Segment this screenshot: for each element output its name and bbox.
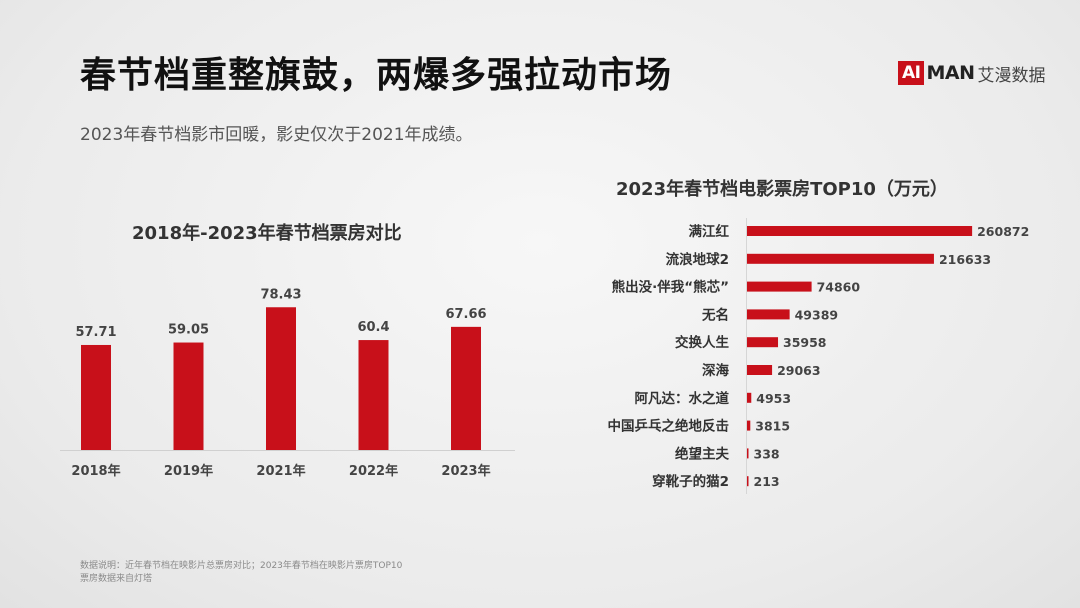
x-tick-label: 2019年: [164, 463, 213, 479]
bar: [747, 281, 812, 292]
data-label: 60.4: [357, 320, 389, 335]
data-label: 216633: [939, 252, 991, 267]
data-label: 59.05: [168, 323, 209, 338]
footnote-line-1: 数据说明：近年春节档在映影片总票房对比；2023年春节档在映影片票房TOP10: [80, 561, 403, 571]
yearly-chart-title: 2018年-2023年春节档票房对比: [132, 223, 402, 244]
data-label: 49389: [795, 307, 839, 322]
category-label: 满江红: [689, 223, 730, 240]
data-footnote: 数据说明：近年春节档在映影片总票房对比；2023年春节档在映影片票房TOP10 …: [80, 560, 500, 586]
bar: [358, 340, 389, 450]
category-label: 无名: [701, 306, 729, 323]
bar: [747, 365, 773, 375]
category-label: 熊出没·伴我“熊芯”: [612, 279, 729, 296]
page-subtitle: 2023年春节档影市回暖，影史仅次于2021年成绩。: [80, 125, 473, 145]
data-label: 74860: [817, 280, 861, 295]
logo-ai: AI: [898, 61, 925, 85]
bar: [173, 342, 204, 450]
x-tick-label: 2022年: [349, 463, 398, 479]
data-label: 57.71: [75, 325, 116, 340]
category-label: 流浪地球2: [666, 251, 729, 268]
brand-logo: AI MAN 艾漫数据: [898, 60, 1046, 86]
category-label: 阿凡达：水之道: [635, 390, 730, 407]
logo-cn: 艾漫数据: [977, 65, 1046, 86]
bar: [747, 226, 973, 236]
x-tick-label: 2023年: [441, 463, 490, 479]
x-tick-label: 2021年: [256, 463, 305, 479]
data-label: 4953: [756, 391, 791, 406]
page-title: 春节档重整旗鼓，两爆多强拉动市场: [80, 55, 673, 96]
bar: [747, 476, 749, 487]
data-label: 213: [754, 474, 780, 489]
data-label: 29063: [777, 363, 821, 378]
top10-chart-title: 2023年春节档电影票房TOP10（万元）: [616, 179, 948, 200]
bar: [81, 344, 111, 450]
bar: [747, 420, 751, 431]
bar: [747, 392, 752, 403]
category-label: 绝望主夫: [675, 445, 729, 462]
data-label: 67.66: [445, 307, 486, 322]
bar: [747, 337, 779, 348]
data-label: 78.43: [260, 287, 301, 302]
category-label: 穿靴子的猫2: [652, 473, 729, 490]
bar: [451, 326, 481, 450]
logo-man: MAN: [926, 62, 975, 84]
bar: [747, 309, 790, 320]
bar: [747, 253, 934, 264]
data-label: 3815: [755, 419, 790, 434]
yearly-box-office-chart: 57.71 2018年 59.05 2019年 78.43 2021年 60.4 2022年 6…: [60, 287, 515, 479]
category-label: 交换人生: [675, 334, 729, 351]
bar: [266, 307, 296, 450]
x-tick-label: 2018年: [71, 463, 120, 479]
category-label: 中国乒乓之绝地反击: [608, 418, 730, 435]
top10-box-office-chart: 260872 满江红 216633 流浪地球2 74860 熊出没·伴我“熊芯” 49389…: [608, 218, 1029, 494]
category-label: 深海: [702, 362, 730, 379]
data-label: 35958: [783, 335, 827, 350]
data-label: 260872: [977, 224, 1029, 239]
data-label: 338: [754, 446, 780, 461]
bar: [747, 448, 749, 459]
footnote-line-2: 票房数据来自灯塔: [80, 574, 153, 584]
